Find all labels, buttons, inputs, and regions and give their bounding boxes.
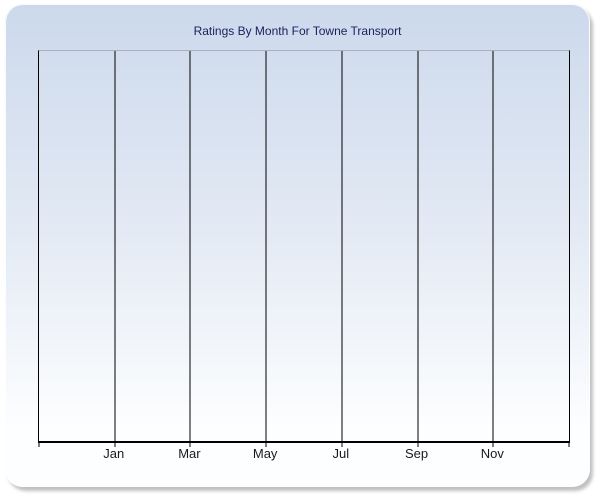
x-axis-tick <box>341 443 343 447</box>
vertical-gridline <box>492 51 494 441</box>
x-axis: Jan Mar May Jul Sep Nov <box>38 446 568 462</box>
x-axis-label: Mar <box>178 446 201 461</box>
vertical-gridline <box>114 51 116 441</box>
x-axis-tick <box>114 443 116 447</box>
x-axis-tick <box>38 443 40 447</box>
x-axis-label: Sep <box>404 446 429 461</box>
plot-area <box>38 50 570 447</box>
vertical-gridline <box>265 51 267 441</box>
x-axis-label: Jan <box>103 446 125 461</box>
vertical-gridline <box>189 51 191 441</box>
x-axis-tick <box>265 443 267 447</box>
chart-panel: Ratings By Month For Towne Transport <box>5 4 590 487</box>
x-axis-label: May <box>252 446 278 461</box>
x-axis-label: Jul <box>332 446 350 461</box>
x-axis-tick <box>568 443 570 447</box>
x-axis-tick <box>492 443 494 447</box>
x-axis-tick <box>189 443 191 447</box>
vertical-gridline <box>341 51 343 441</box>
vertical-gridline <box>417 51 419 441</box>
x-axis-tick <box>417 443 419 447</box>
chart-title: Ratings By Month For Towne Transport <box>193 24 402 38</box>
x-axis-label: Nov <box>480 446 504 461</box>
